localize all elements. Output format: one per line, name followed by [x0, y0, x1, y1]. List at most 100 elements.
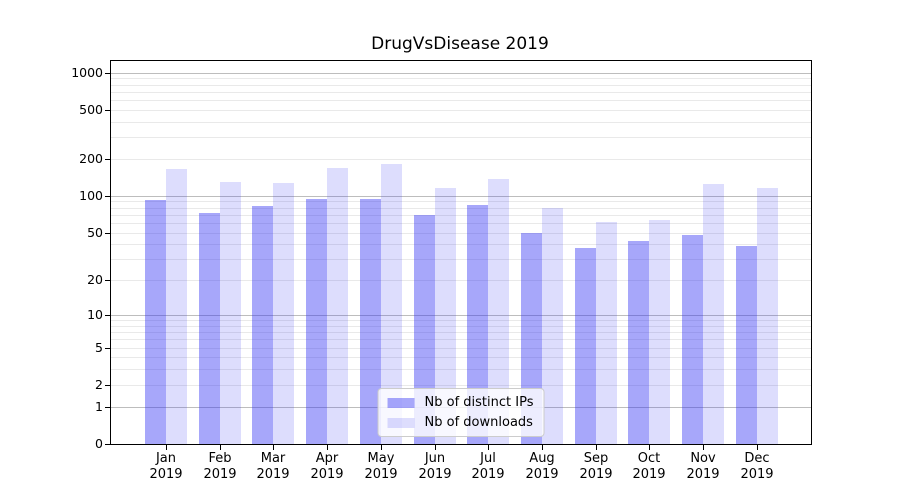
x-tick-label: Jul 2019 — [460, 451, 516, 483]
x-tick-label: Jun 2019 — [407, 451, 463, 483]
x-tick-year: 2019 — [203, 467, 237, 482]
bar-downloads-sep — [596, 222, 617, 444]
y-tick — [105, 110, 110, 111]
bar-downloads-nov — [703, 184, 724, 444]
x-tick-month: Jan — [155, 451, 177, 466]
y-tick — [105, 444, 110, 445]
x-tick — [596, 445, 597, 450]
x-tick — [488, 445, 489, 450]
x-tick-year: 2019 — [579, 467, 613, 482]
gridline-minor — [111, 233, 811, 234]
bar-distinct-ips-apr — [306, 199, 327, 444]
bar-downloads-mar — [273, 182, 294, 444]
gridline-minor — [111, 137, 811, 138]
gridline-minor — [111, 332, 811, 333]
y-tick — [105, 315, 110, 316]
x-tick-label: May 2019 — [353, 451, 409, 483]
x-tick-month: Feb — [208, 451, 232, 466]
gridline-minor — [111, 215, 811, 216]
gridline-minor — [111, 320, 811, 321]
legend-entry-distinct-ips: Nb of distinct IPs — [387, 395, 534, 410]
x-tick — [703, 445, 704, 450]
x-tick-year: 2019 — [310, 467, 344, 482]
bar-distinct-ips-jun — [414, 214, 435, 444]
gridline-minor — [111, 201, 811, 202]
gridline-minor — [111, 348, 811, 349]
x-tick-label: Oct 2019 — [621, 451, 677, 483]
x-tick-year: 2019 — [364, 467, 398, 482]
bar-distinct-ips-nov — [682, 234, 703, 444]
x-tick-label: Apr 2019 — [299, 451, 355, 483]
x-tick — [381, 445, 382, 450]
gridline-minor — [111, 85, 811, 86]
legend-label-distinct-ips: Nb of distinct IPs — [424, 395, 534, 410]
bar-distinct-ips-oct — [628, 240, 649, 444]
legend-entry-downloads: Nb of downloads — [387, 415, 534, 430]
x-tick — [435, 445, 436, 450]
x-tick — [327, 445, 328, 450]
x-tick — [757, 445, 758, 450]
y-tick-label: 1000 — [71, 65, 103, 80]
x-tick-month: Nov — [690, 451, 716, 466]
gridline-minor — [111, 110, 811, 111]
gridline-minor — [111, 357, 811, 358]
x-tick-label: Sep 2019 — [568, 451, 624, 483]
bar-distinct-ips-may — [360, 199, 381, 444]
x-tick-label: Nov 2019 — [675, 451, 731, 483]
x-tick-month: Oct — [637, 451, 661, 466]
gridline-minor — [111, 280, 811, 281]
bar-distinct-ips-feb — [199, 212, 220, 444]
x-tick-year: 2019 — [256, 467, 290, 482]
x-tick-month: Sep — [583, 451, 609, 466]
x-tick-year: 2019 — [149, 467, 183, 482]
x-tick — [273, 445, 274, 450]
x-tick-month: Aug — [529, 451, 555, 466]
bar-downloads-dec — [757, 188, 778, 444]
bar-distinct-ips-jul — [467, 205, 488, 444]
y-tick — [105, 196, 110, 197]
y-tick-label: 100 — [79, 188, 103, 203]
x-tick-month: May — [367, 451, 395, 466]
y-tick — [105, 233, 110, 234]
bar-downloads-apr — [327, 167, 348, 444]
legend-swatch-downloads — [387, 417, 415, 428]
x-tick — [166, 445, 167, 450]
bar-distinct-ips-jan — [145, 199, 166, 444]
y-tick-label: 50 — [87, 225, 103, 240]
gridline-major — [111, 315, 811, 316]
gridline-minor — [111, 385, 811, 386]
legend: Nb of distinct IPs Nb of downloads — [377, 388, 545, 437]
y-tick-label: 20 — [87, 272, 103, 287]
x-tick-month: Dec — [744, 451, 770, 466]
chart-title: DrugVsDisease 2019 — [371, 34, 549, 54]
y-tick-label: 1 — [95, 399, 103, 414]
x-tick-year: 2019 — [525, 467, 559, 482]
gridline-minor — [111, 339, 811, 340]
bar-downloads-oct — [649, 220, 670, 444]
legend-swatch-distinct-ips — [387, 397, 415, 408]
x-tick-year: 2019 — [632, 467, 666, 482]
gridline-minor — [111, 369, 811, 370]
legend-label-downloads: Nb of downloads — [424, 415, 533, 430]
bar-downloads-aug — [542, 207, 563, 444]
gridline-minor — [111, 326, 811, 327]
bar-distinct-ips-dec — [736, 245, 757, 444]
x-tick-month: Mar — [260, 451, 286, 466]
gridline-major — [111, 196, 811, 197]
y-tick-label: 200 — [79, 151, 103, 166]
bar-distinct-ips-sep — [575, 248, 596, 444]
plot-area: Nb of distinct IPs Nb of downloads — [110, 60, 812, 445]
gridline-minor — [111, 100, 811, 101]
x-tick — [649, 445, 650, 450]
x-tick — [220, 445, 221, 450]
y-tick-label: 5 — [95, 340, 103, 355]
bar-downloads-jul — [488, 178, 509, 444]
y-tick — [105, 73, 110, 74]
x-tick-label: Aug 2019 — [514, 451, 570, 483]
x-tick-month: Jun — [424, 451, 446, 466]
x-tick-month: Jul — [480, 451, 496, 466]
gridline-minor — [111, 122, 811, 123]
y-tick-label: 500 — [79, 102, 103, 117]
bar-distinct-ips-mar — [252, 206, 273, 444]
